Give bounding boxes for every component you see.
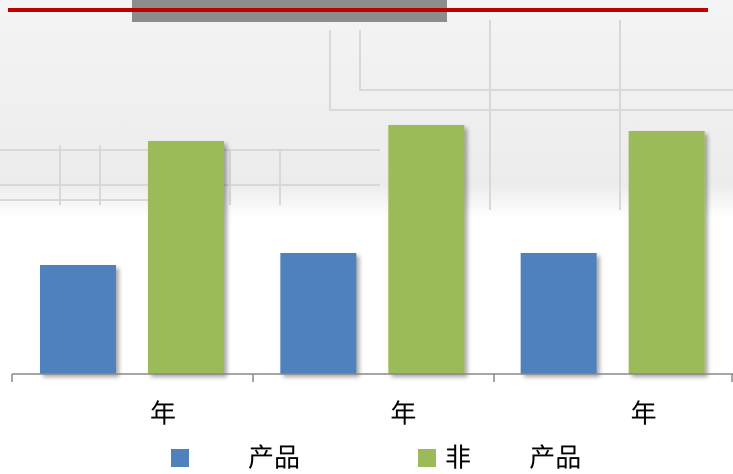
legend-label: 非 产品 bbox=[445, 444, 581, 474]
legend-swatch bbox=[171, 449, 189, 467]
x-tick-label: 年 bbox=[390, 400, 416, 430]
x-axis-ticks bbox=[11, 374, 733, 382]
x-tick-label: 年 bbox=[150, 400, 176, 430]
header-line bbox=[8, 8, 708, 12]
bar bbox=[628, 131, 705, 374]
x-tick-label: 年 bbox=[631, 400, 657, 430]
bar bbox=[388, 125, 465, 374]
bar bbox=[520, 253, 597, 374]
bar bbox=[280, 253, 357, 374]
bar bbox=[148, 141, 224, 374]
legend-swatch bbox=[418, 449, 436, 467]
bar bbox=[40, 265, 116, 374]
legend-label: 产品 bbox=[248, 444, 300, 474]
